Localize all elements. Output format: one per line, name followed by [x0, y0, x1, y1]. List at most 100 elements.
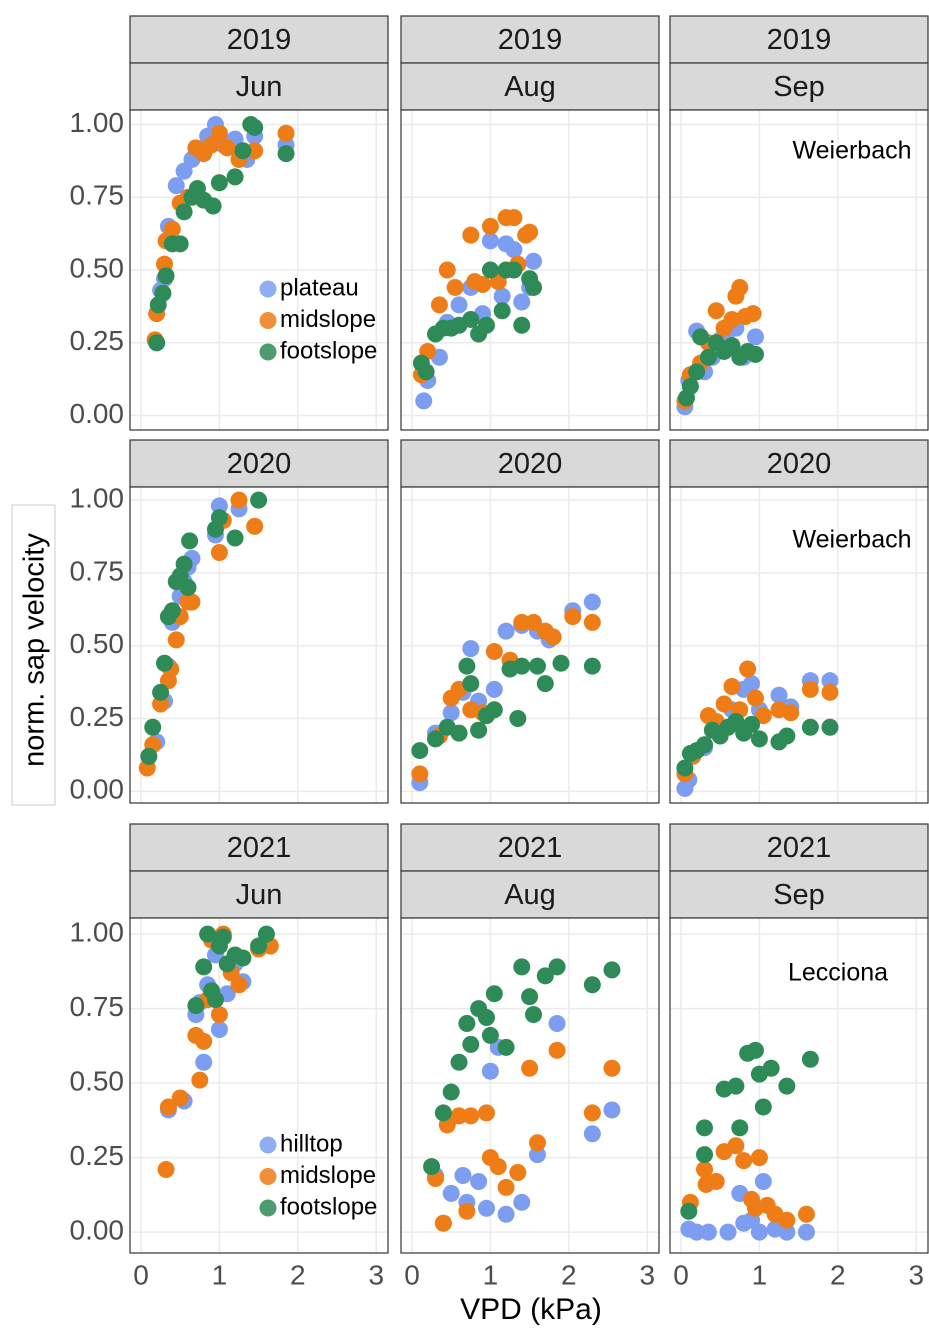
plot-area — [670, 110, 928, 430]
point — [417, 363, 435, 381]
point — [754, 1172, 772, 1190]
plot-area — [130, 918, 388, 1253]
point — [481, 261, 499, 279]
point — [723, 310, 741, 328]
panel — [401, 110, 659, 430]
strip-label: 2019 — [767, 24, 832, 56]
point — [497, 1178, 515, 1196]
point — [458, 1202, 476, 1220]
point — [462, 226, 480, 244]
y-tick-label: 0.75 — [70, 555, 125, 586]
point — [277, 124, 295, 142]
legend-label: footslope — [280, 1193, 377, 1220]
legend-marker — [259, 343, 277, 361]
plot-area — [130, 487, 388, 803]
point — [477, 1104, 495, 1122]
legend-marker — [259, 312, 277, 329]
point — [696, 1161, 714, 1179]
point — [583, 976, 601, 994]
point — [195, 1053, 213, 1071]
point — [411, 765, 429, 783]
point — [681, 377, 699, 395]
point — [583, 613, 601, 631]
point — [144, 718, 162, 736]
point — [181, 532, 199, 550]
point — [762, 1059, 780, 1077]
point — [246, 142, 264, 160]
point — [739, 660, 757, 678]
annotation: Lecciona — [788, 959, 888, 987]
point — [230, 491, 248, 509]
point — [603, 1059, 621, 1077]
point — [195, 958, 213, 976]
strip-label: 2019 — [498, 24, 563, 56]
point — [509, 1164, 527, 1182]
point — [707, 302, 725, 320]
point — [446, 278, 464, 296]
point — [210, 544, 228, 562]
panel — [670, 918, 928, 1253]
y-tick-label: 0.50 — [70, 1066, 125, 1097]
y-tick-label: 0.50 — [70, 628, 125, 659]
point — [536, 967, 554, 985]
strip-label: 2019 — [227, 24, 292, 56]
strip — [400, 15, 660, 64]
x-tick-label: 2 — [561, 1259, 577, 1290]
point — [214, 928, 232, 946]
point — [513, 316, 531, 334]
point — [497, 1038, 515, 1056]
point — [415, 392, 433, 410]
point — [474, 276, 492, 294]
panel — [130, 487, 388, 803]
legend-label: plateau — [280, 274, 359, 301]
x-tick-label: 3 — [639, 1259, 655, 1290]
legend-label: midslope — [280, 306, 376, 333]
point — [156, 654, 174, 672]
y-tick-label: 0.00 — [70, 774, 125, 805]
point — [442, 1083, 460, 1101]
point — [157, 1161, 175, 1179]
point — [206, 991, 224, 1009]
point — [152, 695, 170, 713]
point — [485, 643, 503, 661]
strip — [669, 62, 929, 111]
x-tick-label: 1 — [212, 1259, 228, 1290]
point — [743, 715, 761, 733]
point — [497, 1205, 515, 1223]
x-tick-label: 2 — [830, 1259, 846, 1290]
point — [454, 1167, 472, 1185]
point — [485, 680, 503, 698]
point — [485, 985, 503, 1003]
x-tick-label: 0 — [673, 1259, 689, 1290]
panel — [401, 918, 659, 1253]
point — [528, 1134, 546, 1152]
point — [481, 1026, 499, 1044]
y-tick-label: 0.75 — [70, 180, 125, 211]
strip — [129, 870, 389, 919]
panel — [130, 918, 388, 1253]
panel — [401, 487, 659, 803]
y-tick-label: 1.00 — [70, 482, 125, 513]
point — [548, 958, 566, 976]
point — [470, 1172, 488, 1190]
panel-border — [400, 486, 660, 804]
point — [782, 704, 800, 722]
point — [719, 1223, 737, 1241]
point — [171, 235, 189, 253]
point — [175, 555, 193, 573]
point — [521, 223, 539, 241]
x-tick-label: 3 — [908, 1259, 924, 1290]
strip — [669, 15, 929, 64]
panel-border — [129, 917, 389, 1254]
point — [458, 1015, 476, 1033]
strip-label: 2020 — [227, 448, 292, 480]
point — [680, 1202, 698, 1220]
panel — [670, 110, 928, 430]
strip-label: 2020 — [767, 448, 832, 480]
point — [603, 1101, 621, 1119]
point — [583, 657, 601, 675]
legend-marker — [259, 1199, 277, 1217]
point — [157, 267, 175, 285]
strip — [129, 823, 389, 872]
point — [230, 976, 248, 994]
